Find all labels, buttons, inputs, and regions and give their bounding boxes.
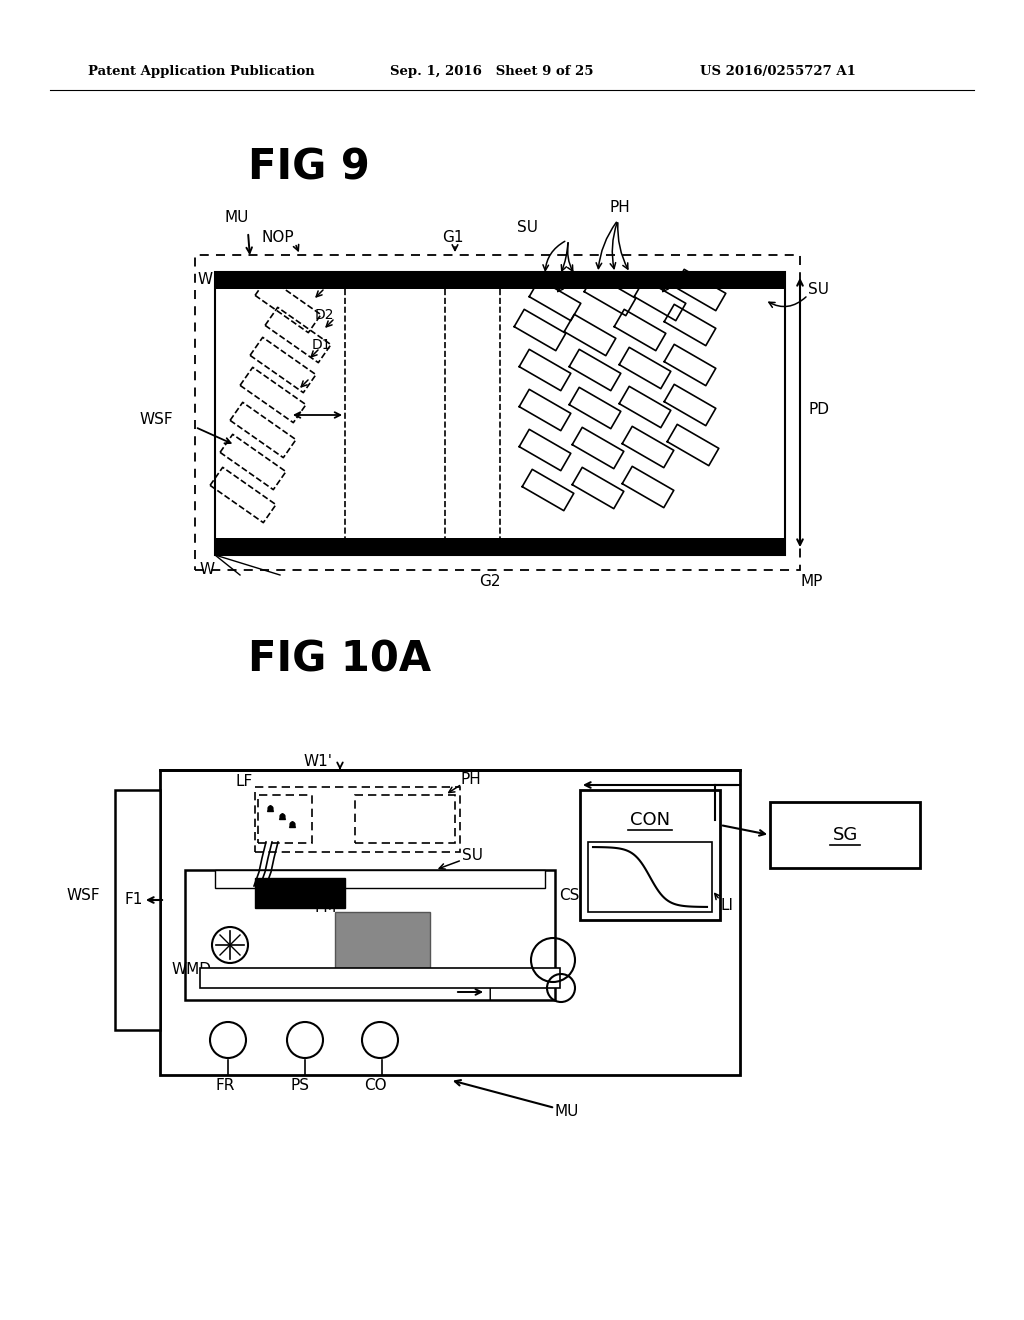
Text: D2: D2 xyxy=(315,308,335,322)
Bar xyxy=(215,272,785,554)
Text: LI: LI xyxy=(720,898,733,912)
Text: WSF: WSF xyxy=(67,887,100,903)
Text: SU: SU xyxy=(462,847,483,862)
Bar xyxy=(255,878,345,908)
Text: PD: PD xyxy=(808,403,829,417)
Bar xyxy=(215,539,785,554)
Bar xyxy=(215,272,785,289)
Text: PM: PM xyxy=(314,899,337,915)
Text: W1': W1' xyxy=(303,755,333,770)
Text: MP: MP xyxy=(800,574,822,590)
Bar xyxy=(200,968,560,987)
Text: PH: PH xyxy=(460,772,480,788)
Text: FIG 10A: FIG 10A xyxy=(248,639,431,681)
Text: F1: F1 xyxy=(125,892,143,908)
Text: SU: SU xyxy=(808,282,829,297)
Bar xyxy=(255,787,460,851)
Text: I: I xyxy=(487,987,493,1002)
Text: SU: SU xyxy=(516,220,538,235)
Bar xyxy=(185,870,555,1001)
Text: CS: CS xyxy=(559,887,580,903)
Text: MU: MU xyxy=(225,210,250,226)
Bar xyxy=(215,870,545,888)
Text: W1: W1 xyxy=(258,884,283,899)
Text: WMD: WMD xyxy=(172,962,212,978)
Text: D1: D1 xyxy=(312,338,332,352)
Text: CON: CON xyxy=(630,810,670,829)
Text: PH: PH xyxy=(609,201,631,215)
Bar xyxy=(160,770,740,1074)
Text: SG: SG xyxy=(833,826,858,843)
Text: FR: FR xyxy=(215,1077,234,1093)
Text: G2: G2 xyxy=(479,574,501,590)
Text: PS: PS xyxy=(291,1077,309,1093)
Text: WSF: WSF xyxy=(139,412,173,428)
Bar xyxy=(588,842,712,912)
Text: W: W xyxy=(200,562,215,578)
Text: MU: MU xyxy=(555,1105,580,1119)
Bar xyxy=(258,795,312,843)
Text: W: W xyxy=(198,272,213,288)
Text: FIG 9: FIG 9 xyxy=(248,147,370,189)
Text: NOP: NOP xyxy=(262,230,294,244)
Text: G1: G1 xyxy=(442,230,464,244)
Text: US 2016/0255727 A1: US 2016/0255727 A1 xyxy=(700,66,856,78)
Bar xyxy=(580,789,720,920)
Bar xyxy=(335,912,430,970)
Text: Patent Application Publication: Patent Application Publication xyxy=(88,66,314,78)
Bar xyxy=(115,789,160,1030)
Text: LF: LF xyxy=(236,775,253,789)
Bar xyxy=(355,795,455,843)
Text: CO: CO xyxy=(364,1077,386,1093)
Text: Sep. 1, 2016   Sheet 9 of 25: Sep. 1, 2016 Sheet 9 of 25 xyxy=(390,66,594,78)
Bar xyxy=(770,803,920,869)
Bar xyxy=(195,255,800,570)
